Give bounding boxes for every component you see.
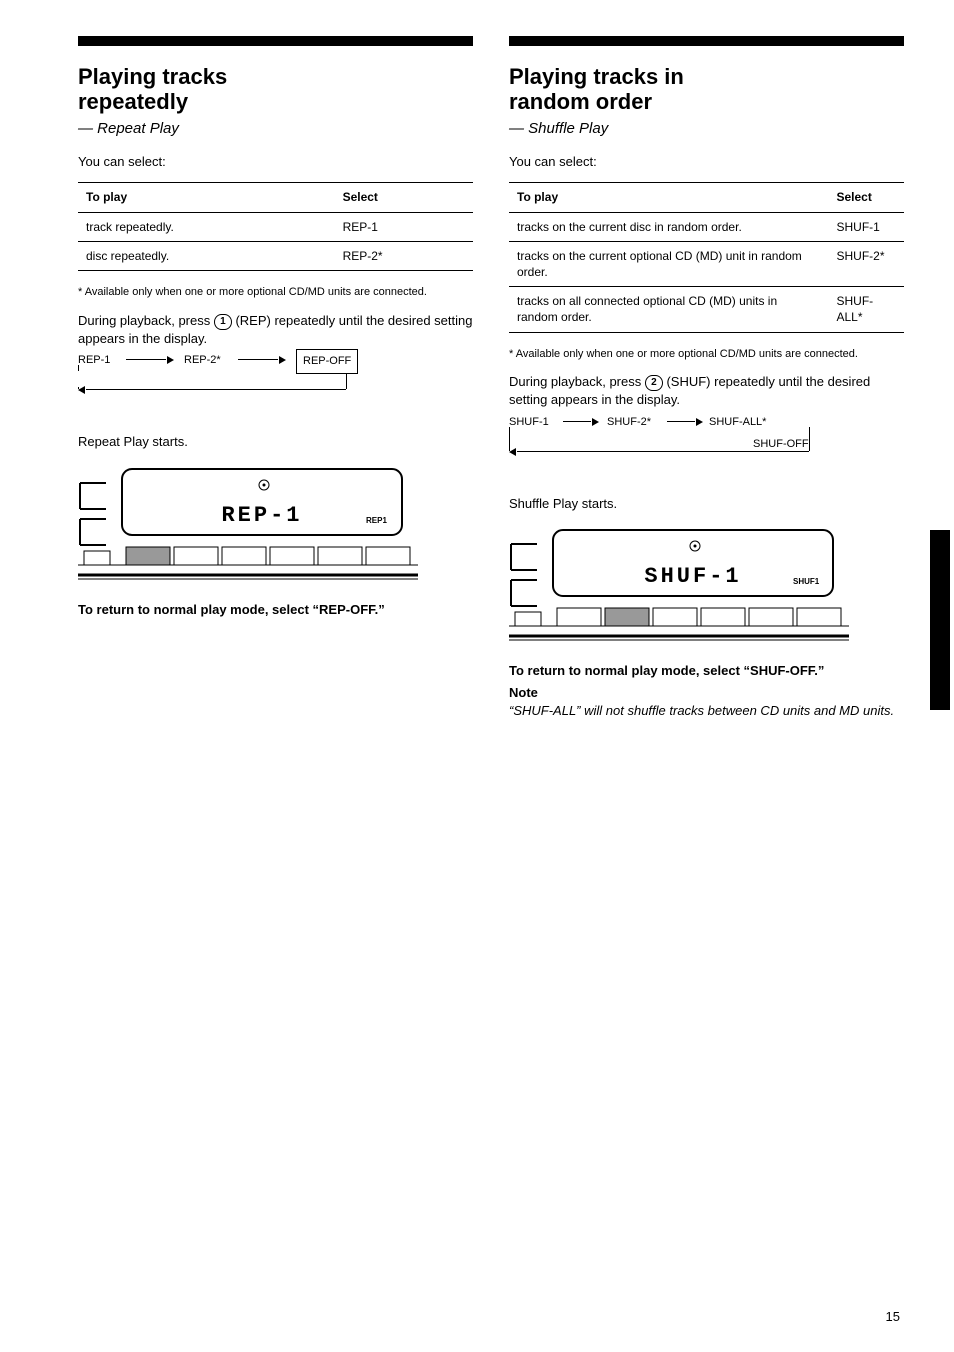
note-heading: Note: [509, 685, 538, 700]
table-header: Select: [829, 183, 905, 212]
flow-node: SHUF-OFF: [753, 437, 809, 452]
options-table: To play Select track repeatedly. REP-1 d…: [78, 182, 473, 271]
footnote: * Available only when one or more option…: [509, 347, 904, 362]
options-table: To play Select tracks on the current dis…: [509, 182, 904, 332]
intro-text: You can select:: [509, 153, 904, 171]
note-body: “SHUF-ALL” will not shuffle tracks betwe…: [509, 703, 894, 718]
table-header-row: To play Select: [509, 183, 904, 212]
flow-node: REP-2*: [184, 353, 221, 368]
flow-node: SHUF-ALL*: [709, 415, 766, 430]
lcd-main-text: SHUF-1: [644, 564, 741, 589]
after-flow-text: Repeat Play starts.: [78, 433, 473, 451]
mode-cycle-diagram: SHUF-1 SHUF-2* SHUF-ALL* SHUF-OFF: [509, 417, 904, 477]
section-title: Playing tracks repeatedly: [78, 64, 473, 115]
table-header: To play: [78, 183, 335, 212]
note: Note “SHUF-ALL” will not shuffle tracks …: [509, 684, 904, 719]
lcd-illustration: SHUF-1 SHUF1: [509, 524, 849, 644]
flow-node: SHUF-1: [509, 415, 549, 430]
cancel-instruction: To return to normal play mode, select “S…: [509, 662, 904, 680]
step-instruction: During playback, press 1 (REP) repeatedl…: [78, 312, 473, 348]
lcd-small-text: SHUF1: [793, 577, 820, 586]
intro-text: You can select:: [78, 153, 473, 171]
table-cell: track repeatedly.: [78, 212, 335, 241]
mode-cycle-diagram: REP-1 REP-2* REP-OFF: [78, 355, 473, 415]
flow-node: REP-1: [78, 353, 110, 368]
section-title-line1: Playing tracks: [78, 64, 227, 89]
table-row: disc repeatedly. REP-2*: [78, 241, 473, 270]
lcd-main-text: REP-1: [221, 503, 302, 528]
heading-rule: [509, 36, 904, 46]
lcd-illustration: REP-1 REP1: [78, 463, 418, 583]
section-title: Playing tracks in random order: [509, 64, 904, 115]
button-2-icon: 2: [645, 375, 663, 391]
table-cell: SHUF-ALL*: [829, 287, 905, 332]
table-row: tracks on the current disc in random ord…: [509, 212, 904, 241]
table-cell: SHUF-2*: [829, 241, 905, 286]
table-row: tracks on the current optional CD (MD) u…: [509, 241, 904, 286]
table-row: track repeatedly. REP-1: [78, 212, 473, 241]
page-footer: 15: [0, 1308, 954, 1326]
table-cell: REP-2*: [335, 241, 473, 270]
section-subtitle: — Shuffle Play: [509, 119, 904, 139]
table-header-row: To play Select: [78, 183, 473, 212]
table-cell: tracks on the current optional CD (MD) u…: [509, 241, 829, 286]
page: Playing tracks repeatedly — Repeat Play …: [0, 0, 954, 1352]
button-1-icon: 1: [214, 314, 232, 330]
lcd-small-text: REP1: [366, 516, 387, 525]
heading-rule: [78, 36, 473, 46]
table-header: To play: [509, 183, 829, 212]
section-title-line1: Playing tracks in: [509, 64, 684, 89]
table-cell: REP-1: [335, 212, 473, 241]
step-text: During playback, press: [509, 374, 645, 389]
flow-node: REP-OFF: [296, 349, 358, 374]
section-title-line2: random order: [509, 89, 652, 114]
left-column: Playing tracks repeatedly — Repeat Play …: [78, 36, 473, 731]
footnote: * Available only when one or more option…: [78, 285, 473, 300]
right-column: Playing tracks in random order — Shuffle…: [509, 36, 904, 731]
after-flow-text: Shuffle Play starts.: [509, 495, 904, 513]
page-number: 15: [886, 1308, 900, 1326]
table-cell: tracks on all connected optional CD (MD)…: [509, 287, 829, 332]
section-title-line2: repeatedly: [78, 89, 188, 114]
flow-node: SHUF-2*: [607, 415, 651, 430]
step-instruction: During playback, press 2 (SHUF) repeated…: [509, 373, 904, 409]
table-cell: disc repeatedly.: [78, 241, 335, 270]
section-subtitle: — Repeat Play: [78, 119, 473, 139]
table-cell: tracks on the current disc in random ord…: [509, 212, 829, 241]
table-cell: SHUF-1: [829, 212, 905, 241]
two-column-layout: Playing tracks repeatedly — Repeat Play …: [0, 0, 954, 731]
table-row: tracks on all connected optional CD (MD)…: [509, 287, 904, 332]
table-header: Select: [335, 183, 473, 212]
side-tab: [930, 530, 950, 710]
step-text: During playback, press: [78, 313, 214, 328]
cancel-instruction: To return to normal play mode, select “R…: [78, 601, 473, 619]
